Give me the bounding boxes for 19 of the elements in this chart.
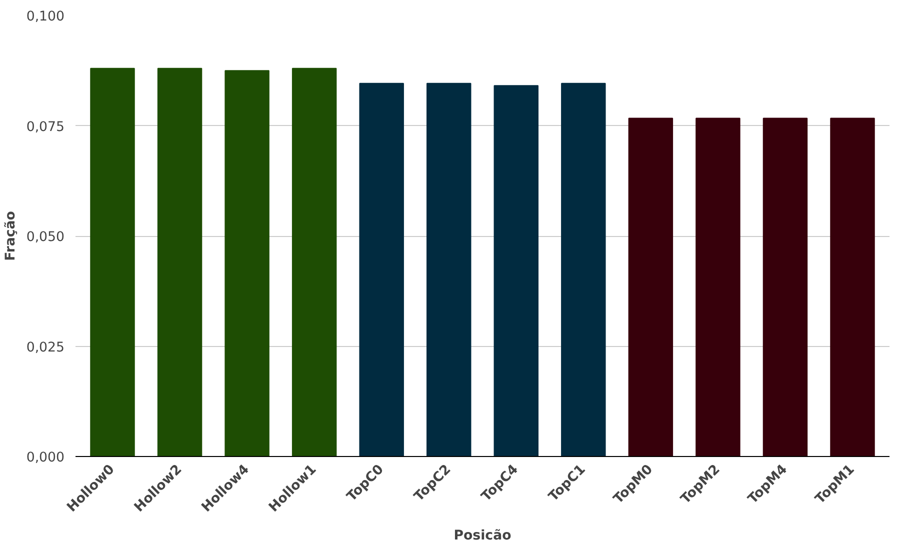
bar [561, 82, 606, 456]
bar [762, 118, 808, 456]
bar [359, 82, 404, 456]
y-tick-label: 0,075 [26, 120, 64, 135]
bar [292, 68, 337, 456]
bar [426, 82, 472, 456]
bar [830, 118, 875, 456]
x-axis-title: Posicão [454, 528, 512, 544]
bar [628, 118, 674, 456]
bar [90, 68, 135, 456]
bar [696, 118, 740, 456]
bar [224, 70, 270, 456]
y-tick-label: 0,000 [26, 450, 64, 466]
y-tick-label: 0,100 [26, 10, 64, 24]
bar [157, 68, 202, 456]
y-axis-title: Fração [3, 211, 18, 261]
y-tick-label: 0,025 [26, 340, 64, 356]
bar [494, 85, 538, 456]
y-tick-label: 0,050 [26, 230, 64, 245]
